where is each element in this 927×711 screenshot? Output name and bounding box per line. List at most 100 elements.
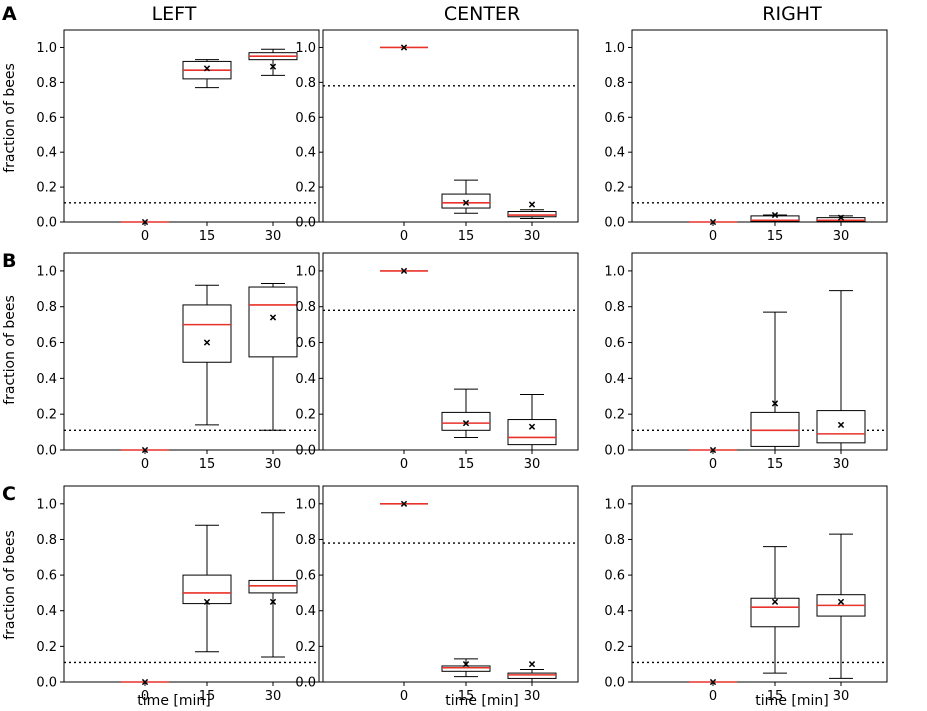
x-axis-label-left: time [min] — [137, 693, 210, 709]
y-tick-label-b-right: 0.0 — [604, 444, 625, 459]
box-a-left-0-mean-marker — [141, 218, 149, 226]
box-a-center-0-mean-marker — [400, 44, 408, 51]
x-tick-label-a-left: 30 — [265, 229, 282, 244]
box-c-center-15-mean-marker — [462, 661, 470, 668]
y-tick-label-b-left: 0.4 — [36, 372, 57, 387]
y-tick-label-a-left: 0.4 — [36, 146, 57, 161]
box-b-right-15-iqr — [750, 411, 800, 447]
y-tick-label-c-center: 0.4 — [295, 604, 316, 619]
box-b-center-15-mean-marker — [462, 420, 470, 427]
box-b-center-15-iqr — [441, 411, 491, 431]
box-a-left-30-mean-marker — [269, 63, 277, 70]
y-tick-label-b-left: 1.0 — [36, 264, 57, 279]
y-tick-label-c-right: 0.6 — [604, 569, 625, 584]
box-c-right-0-mean-marker — [709, 678, 717, 686]
y-tick-label-c-center: 0.6 — [295, 569, 316, 584]
box-a-left-15-mean-marker — [203, 65, 211, 72]
y-tick-label-c-right: 0.2 — [604, 640, 625, 655]
y-tick-label-a-left: 0.2 — [36, 181, 57, 196]
box-c-left-15-mean-marker — [203, 598, 211, 605]
box-c-center-0-mean-marker — [400, 500, 408, 507]
y-axis-label-row-c: fraction of bees — [2, 530, 18, 640]
box-a-center-30-iqr — [507, 211, 557, 218]
y-tick-label-c-left: 0.4 — [36, 604, 57, 619]
panel-frame-c-right — [631, 485, 888, 683]
y-tick-label-c-left: 0.8 — [36, 533, 57, 548]
y-tick-label-a-center: 0.8 — [295, 76, 316, 91]
y-tick-label-b-center: 0.6 — [295, 336, 316, 351]
box-b-left-0-mean-marker — [141, 446, 149, 454]
x-tick-label-a-center: 0 — [400, 229, 408, 244]
box-b-left-15-mean-marker — [203, 339, 211, 346]
box-c-center-15-iqr — [441, 665, 491, 672]
y-tick-label-a-center: 0.2 — [295, 181, 316, 196]
row-label-b: B — [2, 250, 16, 272]
x-tick-label-b-left: 30 — [265, 457, 282, 472]
box-a-right-0-mean-marker — [709, 218, 717, 226]
x-tick-label-a-right: 15 — [767, 229, 784, 244]
y-tick-label-b-center: 0.0 — [295, 444, 316, 459]
y-tick-label-a-right: 0.2 — [604, 181, 625, 196]
x-tick-label-b-left: 0 — [141, 457, 149, 472]
y-axis-label-row-b: fraction of bees — [2, 295, 18, 405]
y-tick-label-c-left: 1.0 — [36, 497, 57, 512]
y-tick-label-c-right: 0.8 — [604, 533, 625, 548]
box-b-center-30-iqr — [507, 419, 557, 446]
x-axis-label-right: time [min] — [755, 693, 828, 709]
x-tick-label-b-right: 0 — [709, 457, 717, 472]
y-tick-label-b-center: 1.0 — [295, 264, 316, 279]
y-tick-label-c-left: 0.6 — [36, 569, 57, 584]
panel-frame-c-center — [322, 485, 579, 683]
x-tick-label-c-center: 30 — [524, 689, 541, 704]
y-tick-label-b-right: 0.2 — [604, 408, 625, 423]
box-a-right-30-mean-marker — [837, 214, 845, 221]
x-tick-label-c-right: 0 — [709, 689, 717, 704]
y-tick-label-c-right: 1.0 — [604, 497, 625, 512]
y-tick-label-a-right: 0.4 — [604, 146, 625, 161]
box-b-right-30-iqr — [816, 410, 866, 444]
y-tick-label-c-right: 0.0 — [604, 676, 625, 691]
y-tick-label-c-left: 0.2 — [36, 640, 57, 655]
y-tick-label-b-center: 0.8 — [295, 300, 316, 315]
x-tick-label-a-left: 15 — [199, 229, 216, 244]
x-axis-label-center: time [min] — [445, 693, 518, 709]
row-label-c: C — [2, 483, 16, 505]
column-title-right: RIGHT — [762, 3, 822, 25]
y-tick-label-a-right: 0.0 — [604, 216, 625, 231]
panel-frame-a-center — [322, 29, 579, 223]
y-tick-label-a-right: 1.0 — [604, 41, 625, 56]
x-tick-label-b-center: 0 — [400, 457, 408, 472]
y-axis-label-row-a: fraction of bees — [2, 63, 18, 173]
box-b-center-0-mean-marker — [400, 267, 408, 275]
box-a-center-15-iqr — [441, 193, 491, 209]
y-tick-label-a-center: 0.6 — [295, 111, 316, 126]
y-tick-label-a-left: 0.0 — [36, 216, 57, 231]
box-c-right-15-mean-marker — [771, 598, 779, 605]
box-b-left-30-mean-marker — [269, 314, 277, 321]
x-tick-label-a-right: 30 — [833, 229, 850, 244]
box-a-right-15-mean-marker — [771, 211, 779, 219]
x-tick-label-c-center: 15 — [458, 689, 475, 704]
y-tick-label-b-center: 0.4 — [295, 372, 316, 387]
box-c-left-30-mean-marker — [269, 598, 277, 605]
x-tick-label-c-left: 30 — [265, 689, 282, 704]
y-tick-label-c-center: 0.2 — [295, 640, 316, 655]
y-tick-label-b-right: 0.6 — [604, 336, 625, 351]
y-tick-label-b-right: 0.4 — [604, 372, 625, 387]
x-tick-label-c-left: 15 — [199, 689, 216, 704]
y-tick-label-a-right: 0.8 — [604, 76, 625, 91]
y-tick-label-b-left: 0.0 — [36, 444, 57, 459]
box-b-left-30-iqr — [248, 286, 298, 358]
y-tick-label-a-left: 0.8 — [36, 76, 57, 91]
x-tick-label-c-right: 15 — [767, 689, 784, 704]
y-tick-label-c-left: 0.0 — [36, 676, 57, 691]
y-tick-label-b-left: 0.2 — [36, 408, 57, 423]
column-title-left: LEFT — [152, 3, 197, 25]
y-tick-label-c-center: 1.0 — [295, 497, 316, 512]
y-tick-label-c-right: 0.4 — [604, 604, 625, 619]
row-label-a: A — [2, 3, 17, 25]
x-tick-label-b-center: 30 — [524, 457, 541, 472]
y-tick-label-c-center: 0.0 — [295, 676, 316, 691]
panels: 0.0 0.2 0.4 0.6 0.8 1.0 0 15 30 0.0 0.2 0.4 0.6 0.8 1.… — [36, 29, 888, 704]
